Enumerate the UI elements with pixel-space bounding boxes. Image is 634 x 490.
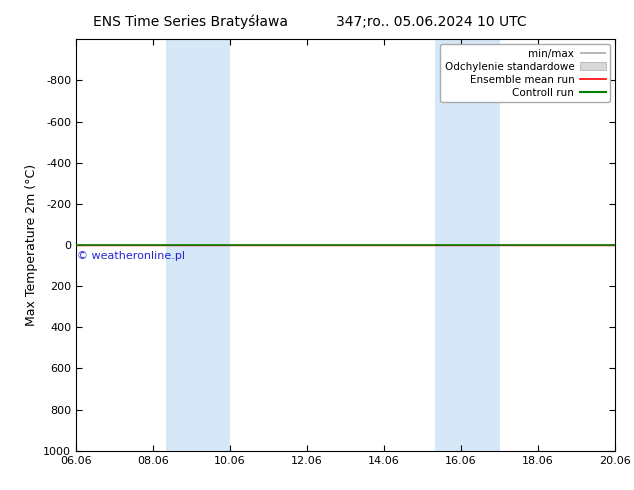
Legend: min/max, Odchylenie standardowe, Ensemble mean run, Controll run: min/max, Odchylenie standardowe, Ensembl… xyxy=(441,45,610,102)
Y-axis label: Max Temperature 2m (°C): Max Temperature 2m (°C) xyxy=(25,164,37,326)
Bar xyxy=(166,39,230,451)
Text: ENS Time Series Bratyśława: ENS Time Series Bratyśława xyxy=(93,15,288,29)
Bar xyxy=(436,39,500,451)
Text: © weatheronline.pl: © weatheronline.pl xyxy=(77,251,184,261)
Text: 347;ro.. 05.06.2024 10 UTC: 347;ro.. 05.06.2024 10 UTC xyxy=(336,15,526,29)
